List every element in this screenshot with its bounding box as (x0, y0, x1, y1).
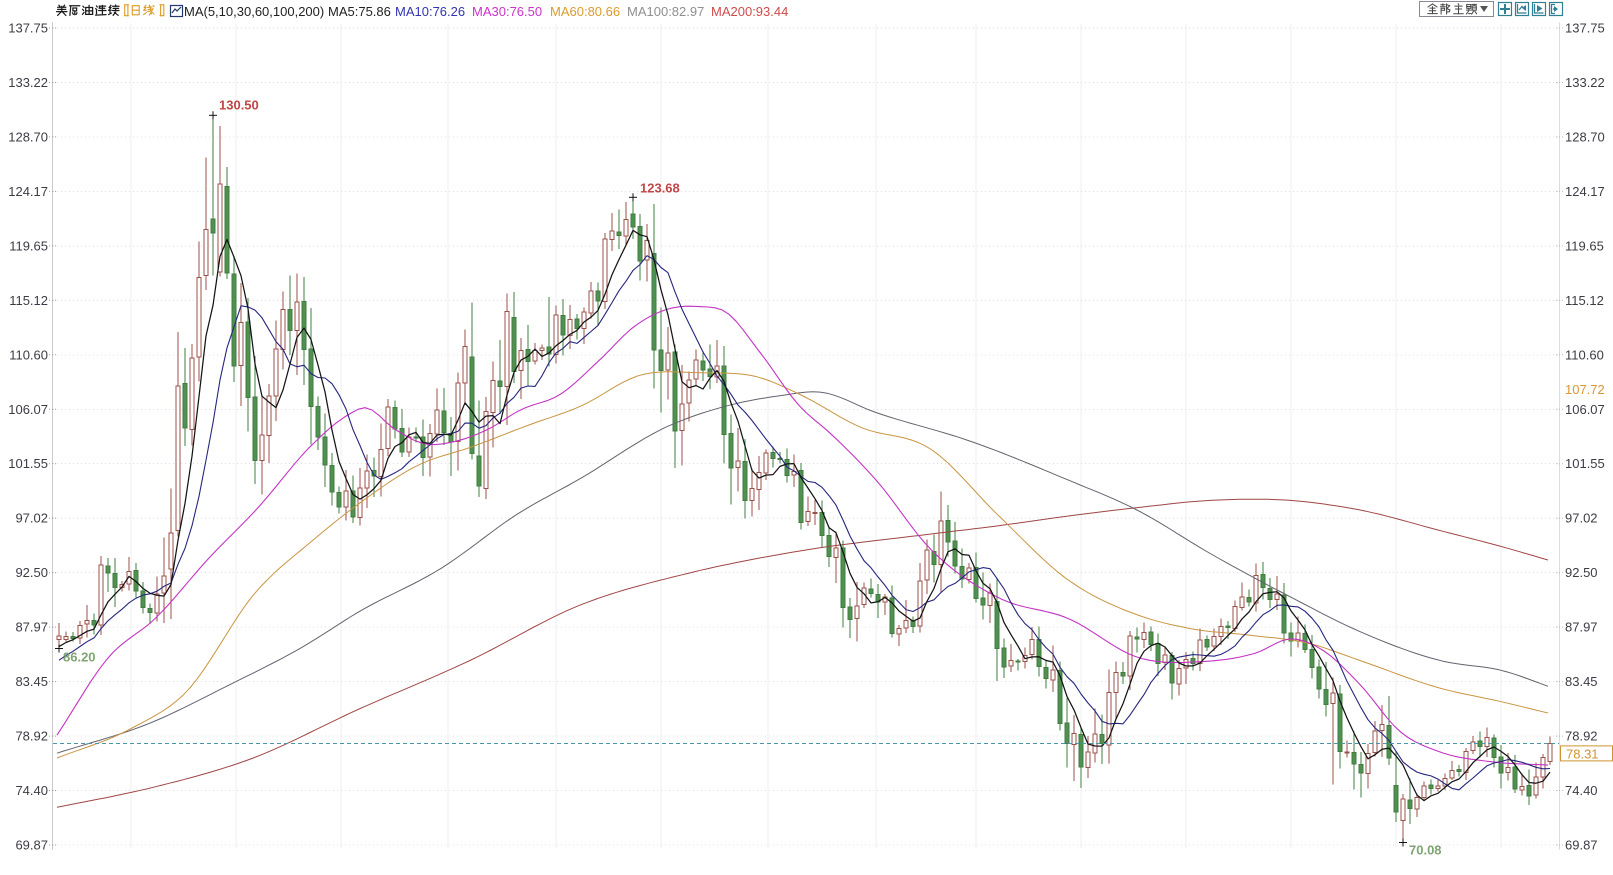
svg-text:110.60: 110.60 (9, 347, 48, 362)
svg-text:106.07: 106.07 (8, 402, 48, 417)
svg-text:MA60:80.66: MA60:80.66 (550, 4, 620, 19)
svg-text:MA10:76.26: MA10:76.26 (395, 4, 465, 19)
svg-text:97.02: 97.02 (1565, 511, 1598, 526)
svg-text:MA(5,10,30,60,100,200): MA(5,10,30,60,100,200) (184, 4, 324, 19)
svg-text:92.50: 92.50 (15, 565, 48, 580)
svg-text:69.87: 69.87 (15, 838, 48, 853)
svg-text:78.92: 78.92 (1565, 729, 1598, 744)
svg-text:70.08: 70.08 (1409, 843, 1442, 858)
svg-text:MA5:75.86: MA5:75.86 (328, 4, 391, 19)
svg-text:130.50: 130.50 (219, 97, 259, 112)
svg-text:119.65: 119.65 (9, 238, 48, 253)
svg-text:115.12: 115.12 (9, 293, 48, 308)
svg-text:78.92: 78.92 (15, 729, 48, 744)
svg-text:87.97: 87.97 (15, 620, 48, 635)
svg-text:119.65: 119.65 (1565, 238, 1604, 253)
svg-text:86.20: 86.20 (63, 650, 96, 665)
svg-text:MA30:76.50: MA30:76.50 (472, 4, 542, 19)
svg-text:97.02: 97.02 (15, 511, 48, 526)
svg-text:110.60: 110.60 (1565, 347, 1604, 362)
svg-text:MA100:82.97: MA100:82.97 (627, 4, 704, 19)
svg-text:MA200:93.44: MA200:93.44 (711, 4, 788, 19)
svg-text:128.70: 128.70 (1565, 129, 1605, 144)
svg-text:123.68: 123.68 (640, 180, 680, 195)
svg-text:92.50: 92.50 (1565, 565, 1598, 580)
svg-text:106.07: 106.07 (1565, 402, 1605, 417)
svg-text:107.72: 107.72 (1565, 382, 1605, 397)
svg-text:87.97: 87.97 (1565, 620, 1598, 635)
svg-text:115.12: 115.12 (1565, 293, 1604, 308)
svg-text:133.22: 133.22 (1565, 75, 1605, 90)
svg-text:69.87: 69.87 (1565, 838, 1598, 853)
svg-text:124.17: 124.17 (1565, 184, 1605, 199)
svg-text:83.45: 83.45 (15, 674, 48, 689)
svg-text:137.75: 137.75 (8, 21, 48, 36)
svg-text:128.70: 128.70 (8, 129, 48, 144)
svg-text:83.45: 83.45 (1565, 674, 1598, 689)
svg-text:133.22: 133.22 (8, 75, 48, 90)
svg-text:137.75: 137.75 (1565, 21, 1605, 36)
svg-text:101.55: 101.55 (1565, 456, 1605, 471)
svg-text:78.31: 78.31 (1566, 746, 1599, 761)
svg-text:74.40: 74.40 (15, 783, 48, 798)
svg-text:74.40: 74.40 (1565, 783, 1598, 798)
svg-text:101.55: 101.55 (8, 456, 48, 471)
svg-text:124.17: 124.17 (8, 184, 48, 199)
